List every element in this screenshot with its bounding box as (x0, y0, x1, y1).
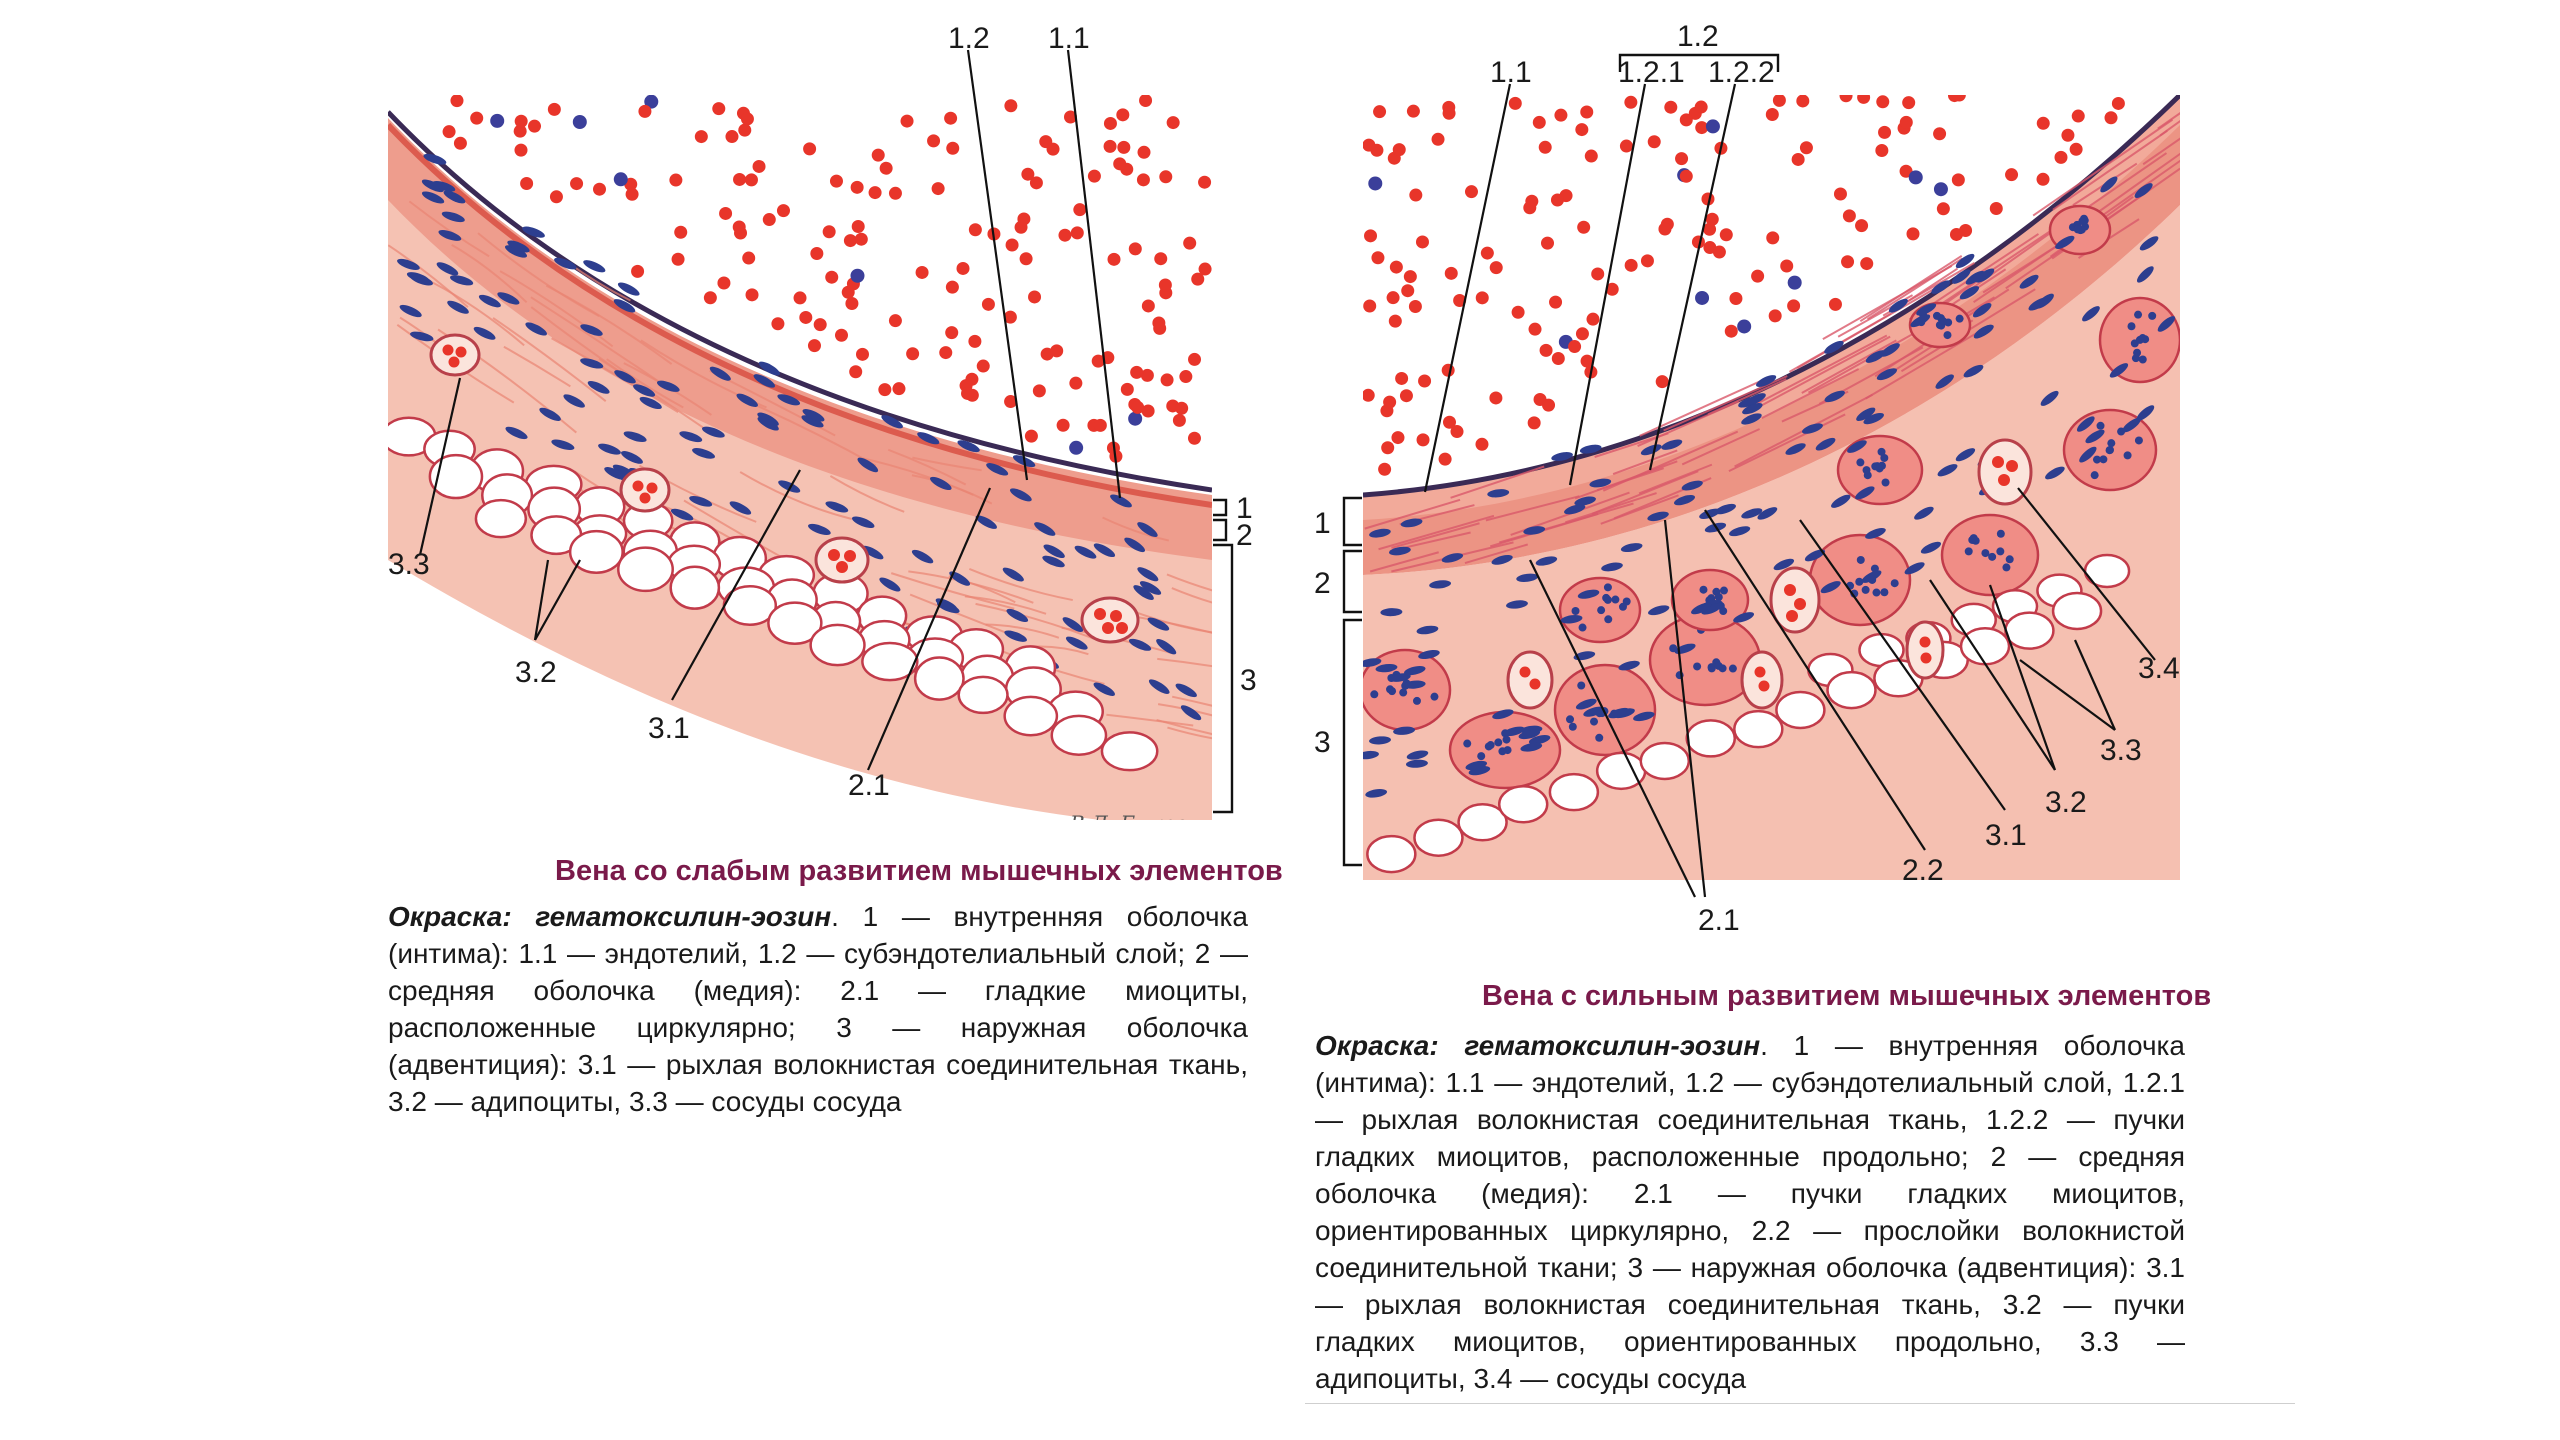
right-label-1-2-2: 1.2.2 (1708, 56, 1775, 89)
page-divider (1305, 1403, 2295, 1404)
right-histology-illustration: В.Л. Быков (1363, 95, 2180, 907)
left-label-2-1: 2.1 (848, 769, 890, 802)
right-label-1: 1 (1314, 507, 1331, 540)
left-lumen-blood-cells (442, 95, 1212, 463)
left-leader-lines (418, 49, 1234, 814)
right-label-3-3: 3.3 (2100, 734, 2142, 767)
left-vasa-vasorum (429, 333, 1140, 644)
right-label-3-1: 3.1 (1985, 819, 2027, 852)
left-label-2: 2 (1236, 519, 1253, 552)
left-panel-title: Вена со слабым развитием мышечных элемен… (555, 855, 1283, 887)
right-labels: 1.2 1.1 1.2.1 1.2.2 1 2 3 2.1 2.2 3.1 3.… (1314, 20, 2180, 937)
right-label-3: 3 (1314, 726, 1331, 759)
right-label-1-2: 1.2 (1677, 20, 1719, 53)
right-media-band (1363, 105, 2180, 575)
right-label-1-2-1: 1.2.1 (1618, 56, 1685, 89)
right-panel-caption: Окраска: гематоксилин-эозин. 1 — внутрен… (1315, 1027, 2185, 1397)
left-histology-illustration: В.Л. Быков (388, 95, 1212, 835)
left-adipocytes (388, 416, 1159, 772)
right-adipocytes (1366, 553, 2131, 874)
right-label-3-2: 3.2 (2045, 786, 2087, 819)
right-caption-stain: Окраска: гематоксилин-эозин (1315, 1030, 1761, 1061)
left-labels: 1.2 1.1 1 2 3 3.3 3.2 3.1 2.1 (388, 22, 1257, 802)
left-label-1-2: 1.2 (948, 22, 990, 55)
left-media-band (388, 118, 1212, 560)
left-label-3: 3 (1240, 664, 1257, 697)
left-caption-text: . 1 — внутренняя оболочка (интима): 1.1 … (388, 901, 1248, 1117)
left-label-1: 1 (1236, 492, 1253, 525)
left-label-3-1: 3.1 (648, 712, 690, 745)
right-label-3-4: 3.4 (2138, 652, 2180, 685)
right-label-2-1: 2.1 (1698, 904, 1740, 937)
right-lumen-blood-cells (1363, 95, 2125, 476)
left-label-3-3: 3.3 (388, 548, 430, 581)
left-artist-signature: В.Л. Быков (1069, 811, 1187, 835)
right-panel-title: Вена с сильным развитием мышечных элемен… (1482, 980, 2212, 1012)
right-nuclei (1363, 176, 2176, 798)
left-panel-caption: Окраска: гематоксилин-эозин. 1 — внутрен… (388, 898, 1248, 1120)
right-caption-text: . 1 — внутренняя оболочка (интима): 1.1 … (1315, 1030, 2185, 1394)
left-label-1-1: 1.1 (1048, 22, 1090, 55)
right-leader-lines (1342, 53, 2156, 898)
left-label-3-2: 3.2 (515, 656, 557, 689)
right-artist-signature: В.Л. Быков (1367, 883, 1485, 907)
left-caption-stain: Окраска: гематоксилин-эозин (388, 901, 832, 932)
left-endothelium-line (388, 110, 1212, 493)
right-label-2: 2 (1314, 567, 1331, 600)
right-label-2-2: 2.2 (1902, 854, 1944, 887)
right-label-1-1: 1.1 (1490, 56, 1532, 89)
